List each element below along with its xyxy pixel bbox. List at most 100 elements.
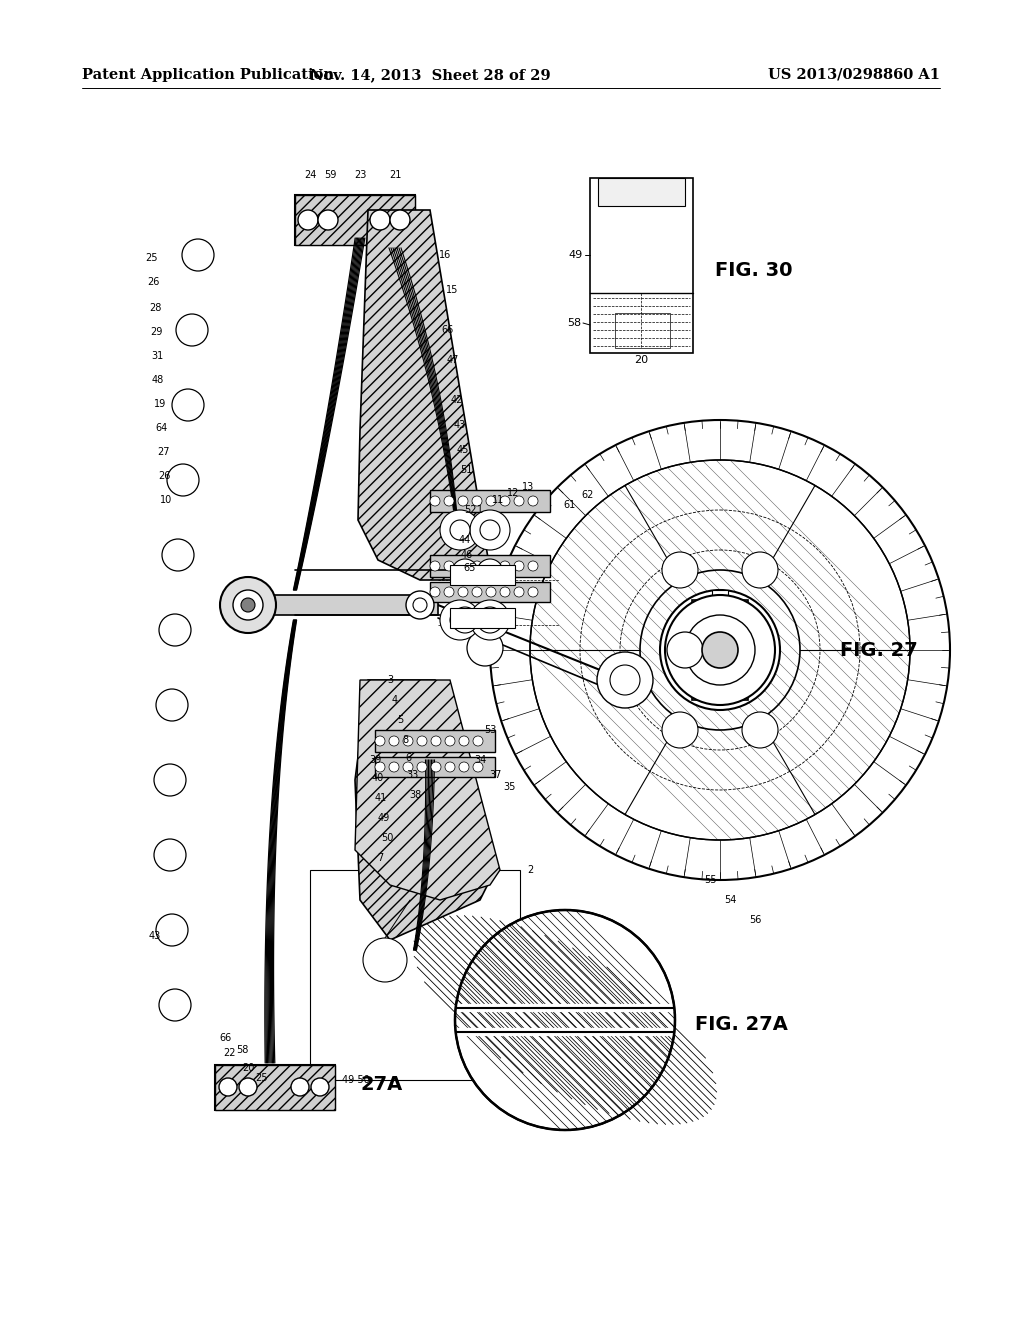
Text: 2: 2 (527, 865, 534, 875)
Text: 35: 35 (504, 781, 516, 792)
Circle shape (467, 630, 503, 667)
Text: 34: 34 (474, 755, 486, 766)
Circle shape (241, 598, 255, 612)
Circle shape (484, 614, 496, 626)
Circle shape (167, 465, 199, 496)
Circle shape (455, 909, 675, 1130)
Polygon shape (215, 1065, 335, 1110)
Text: 13: 13 (522, 482, 535, 492)
Polygon shape (358, 210, 490, 579)
Circle shape (403, 737, 413, 746)
Text: 62: 62 (582, 490, 594, 500)
Text: 26: 26 (158, 471, 170, 480)
Bar (615, 313, 670, 348)
Circle shape (458, 587, 468, 597)
Bar (430, 554, 550, 577)
Text: 55: 55 (703, 875, 716, 884)
Text: 29: 29 (150, 327, 162, 337)
Circle shape (470, 601, 510, 640)
Text: 49: 49 (568, 249, 583, 260)
Circle shape (389, 737, 399, 746)
Circle shape (660, 590, 780, 710)
Circle shape (473, 762, 483, 772)
Circle shape (219, 1078, 237, 1096)
Circle shape (662, 552, 698, 587)
Text: 64: 64 (155, 422, 167, 433)
Bar (295, 195, 415, 246)
Circle shape (685, 615, 755, 685)
Text: 58: 58 (567, 318, 581, 327)
Circle shape (298, 210, 318, 230)
Bar (692, 601, 748, 700)
Circle shape (430, 587, 440, 597)
Text: 65: 65 (464, 564, 476, 573)
Circle shape (597, 652, 653, 708)
Circle shape (156, 913, 188, 946)
Circle shape (370, 210, 390, 230)
Text: 37: 37 (488, 770, 501, 780)
Text: 4: 4 (392, 696, 398, 705)
Circle shape (154, 840, 186, 871)
Text: 27: 27 (157, 447, 169, 457)
Bar (590, 178, 693, 352)
Circle shape (486, 496, 496, 506)
Circle shape (667, 632, 703, 668)
Circle shape (362, 939, 407, 982)
Text: 49: 49 (378, 813, 390, 822)
Circle shape (375, 737, 385, 746)
Circle shape (406, 591, 434, 619)
Circle shape (477, 607, 503, 634)
Circle shape (389, 762, 399, 772)
Text: 15: 15 (445, 285, 458, 294)
Text: 6: 6 (404, 752, 411, 763)
Bar (700, 610, 740, 690)
Text: 7: 7 (377, 853, 383, 863)
Circle shape (459, 614, 471, 626)
Circle shape (472, 587, 482, 597)
Text: 40: 40 (372, 774, 384, 783)
Circle shape (742, 711, 778, 748)
Circle shape (430, 496, 440, 506)
Text: 52: 52 (464, 506, 476, 515)
Text: 61: 61 (564, 500, 577, 510)
Text: US 2013/0298860 A1: US 2013/0298860 A1 (768, 69, 940, 82)
Text: 8: 8 (402, 735, 408, 744)
Circle shape (159, 614, 191, 645)
Circle shape (220, 577, 276, 634)
Circle shape (472, 561, 482, 572)
Circle shape (375, 762, 385, 772)
Circle shape (154, 764, 186, 796)
Circle shape (431, 737, 441, 746)
Text: 5: 5 (397, 715, 403, 725)
Text: FIG. 27: FIG. 27 (840, 640, 918, 660)
Text: 43: 43 (454, 420, 466, 430)
Text: 66: 66 (442, 325, 454, 335)
Text: 44: 44 (459, 535, 471, 545)
Circle shape (473, 737, 483, 746)
Circle shape (452, 607, 478, 634)
Polygon shape (355, 680, 500, 900)
Text: 26: 26 (146, 277, 159, 286)
Text: 31: 31 (151, 351, 163, 360)
Text: 56: 56 (749, 915, 761, 925)
Text: 49 50: 49 50 (342, 1074, 370, 1085)
Circle shape (685, 615, 755, 685)
Bar (215, 1065, 335, 1110)
Circle shape (233, 590, 263, 620)
Circle shape (742, 552, 778, 587)
Circle shape (484, 566, 496, 578)
Circle shape (528, 496, 538, 506)
Circle shape (514, 587, 524, 597)
Text: 22: 22 (224, 1048, 237, 1059)
Circle shape (176, 314, 208, 346)
Text: 12: 12 (507, 488, 519, 498)
Circle shape (528, 561, 538, 572)
Circle shape (450, 610, 470, 630)
Text: 45: 45 (457, 445, 469, 455)
Text: 11: 11 (492, 495, 504, 506)
Polygon shape (355, 680, 490, 940)
Text: 21: 21 (389, 170, 401, 180)
Bar (598, 178, 685, 206)
Circle shape (514, 496, 524, 506)
Circle shape (431, 762, 441, 772)
